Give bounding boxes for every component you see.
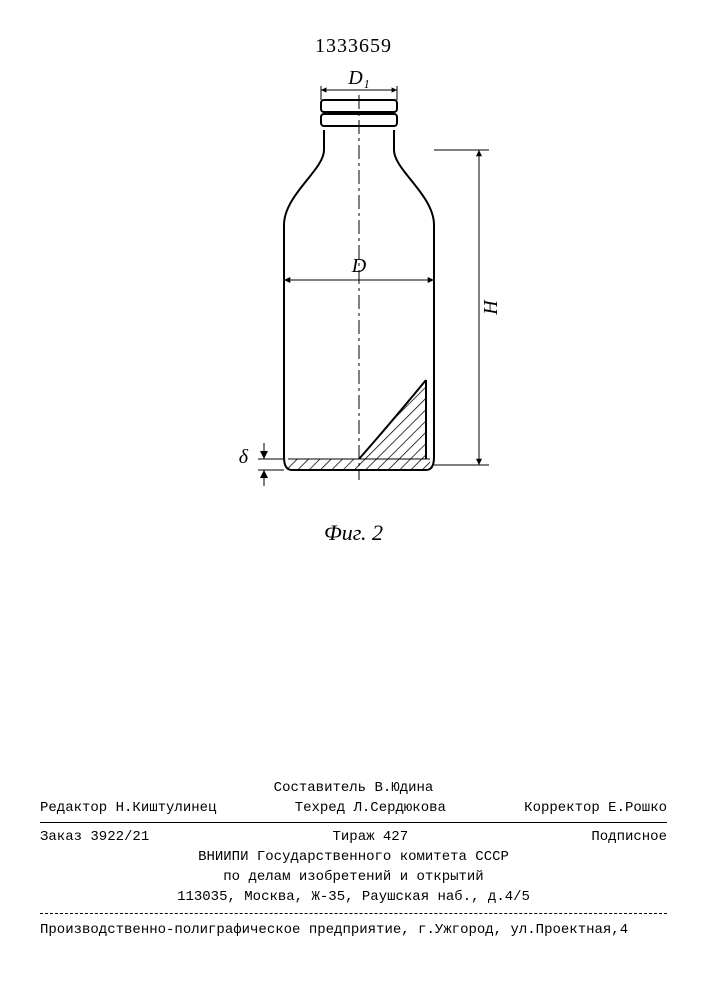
svg-text:D₁: D₁ <box>347 70 369 89</box>
order-number: Заказ 3922/21 <box>40 829 149 845</box>
figure-container: D₁ D Hδ <box>0 70 707 550</box>
svg-text:δ: δ <box>238 446 248 468</box>
addr-line: 113035, Москва, Ж-35, Раушская наб., д.4… <box>40 887 667 907</box>
divider-1 <box>40 822 667 823</box>
editor: Редактор Н.Киштулинец <box>40 800 216 816</box>
order-row: Заказ 3922/21 Тираж 427 Подписное <box>40 827 667 847</box>
factory-line: Производственно-полиграфическое предприя… <box>40 920 667 940</box>
podpisnoe: Подписное <box>591 829 667 845</box>
compiler-line: Составитель В.Юдина <box>40 778 667 798</box>
tirazh: Тираж 427 <box>332 829 408 845</box>
figure-caption: Фиг. 2 <box>0 520 707 546</box>
techred: Техред Л.Сердюкова <box>295 800 446 816</box>
bottle-diagram: D₁ D Hδ <box>154 70 554 510</box>
svg-text:H: H <box>480 299 502 316</box>
svg-text:D: D <box>350 255 366 277</box>
org-line-2: по делам изобретений и открытий <box>40 867 667 887</box>
document-number: 1333659 <box>0 35 707 58</box>
corrector: Корректор Е.Рошко <box>524 800 667 816</box>
credits-row: Редактор Н.Киштулинец Техред Л.Сердюкова… <box>40 798 667 818</box>
divider-2 <box>40 913 667 914</box>
footer-block: Составитель В.Юдина Редактор Н.Киштулине… <box>40 778 667 940</box>
org-line-1: ВНИИПИ Государственного комитета СССР <box>40 847 667 867</box>
